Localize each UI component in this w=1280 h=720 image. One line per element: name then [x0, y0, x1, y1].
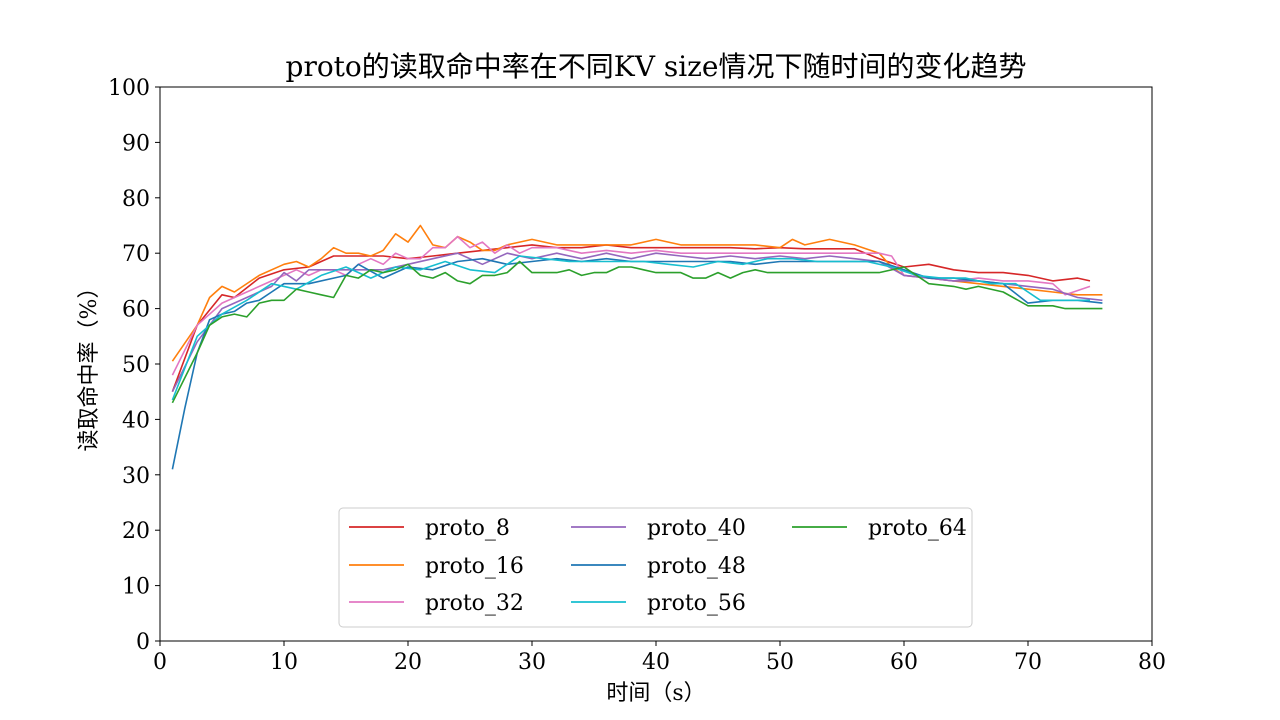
x-tick-label: 70: [1014, 650, 1042, 675]
y-axis-label: 读取命中率（%）: [77, 277, 102, 452]
x-tick-label: 50: [766, 650, 794, 675]
legend-label-proto_8: proto_8: [425, 516, 510, 541]
series-line-proto_16: [171, 224, 1103, 362]
chart-title: proto的读取命中率在不同KV size情况下随时间的变化趋势: [286, 50, 1027, 83]
x-tick-label: 20: [394, 650, 422, 675]
y-tick-label: 80: [122, 187, 150, 212]
series-line-proto_56: [171, 255, 1090, 401]
y-tick-label: 10: [122, 575, 150, 600]
x-axis-label: 时间（s）: [606, 681, 705, 706]
x-tick-label: 0: [153, 650, 167, 675]
series-line-proto_64: [171, 260, 1103, 404]
legend-label-proto_64: proto_64: [868, 516, 967, 541]
y-tick-label: 50: [122, 353, 150, 378]
y-tick-label: 70: [122, 242, 150, 267]
x-tick-label: 60: [890, 650, 918, 675]
legend-label-proto_48: proto_48: [647, 554, 746, 579]
y-tick-label: 90: [122, 131, 150, 156]
x-tick-label: 30: [518, 650, 546, 675]
x-tick-label: 80: [1138, 650, 1166, 675]
x-tick-label: 10: [270, 650, 298, 675]
series-line-proto_40: [171, 252, 1103, 393]
y-tick-label: 0: [136, 630, 150, 655]
legend-box: [338, 507, 973, 628]
plot-area: 0 10 20 30 40 50 60 70 80 0 10 20 30 40 50 60 70 80 90 100: [108, 76, 1166, 675]
legend-label-proto_32: proto_32: [425, 591, 524, 616]
legend-label-proto_56: proto_56: [647, 591, 746, 616]
legend-label-proto_40: proto_40: [647, 516, 746, 541]
y-tick-label: 40: [122, 408, 150, 433]
y-tick-label: 60: [122, 298, 150, 323]
legend-label-proto_16: proto_16: [425, 554, 524, 579]
y-tick-label: 100: [108, 76, 150, 101]
legend: proto_8proto_16proto_32proto_40proto_48p…: [338, 507, 973, 628]
y-tick-label: 30: [122, 464, 150, 489]
y-tick-label: 20: [122, 519, 150, 544]
series-line-proto_8: [171, 244, 1091, 392]
x-tick-label: 40: [642, 650, 670, 675]
